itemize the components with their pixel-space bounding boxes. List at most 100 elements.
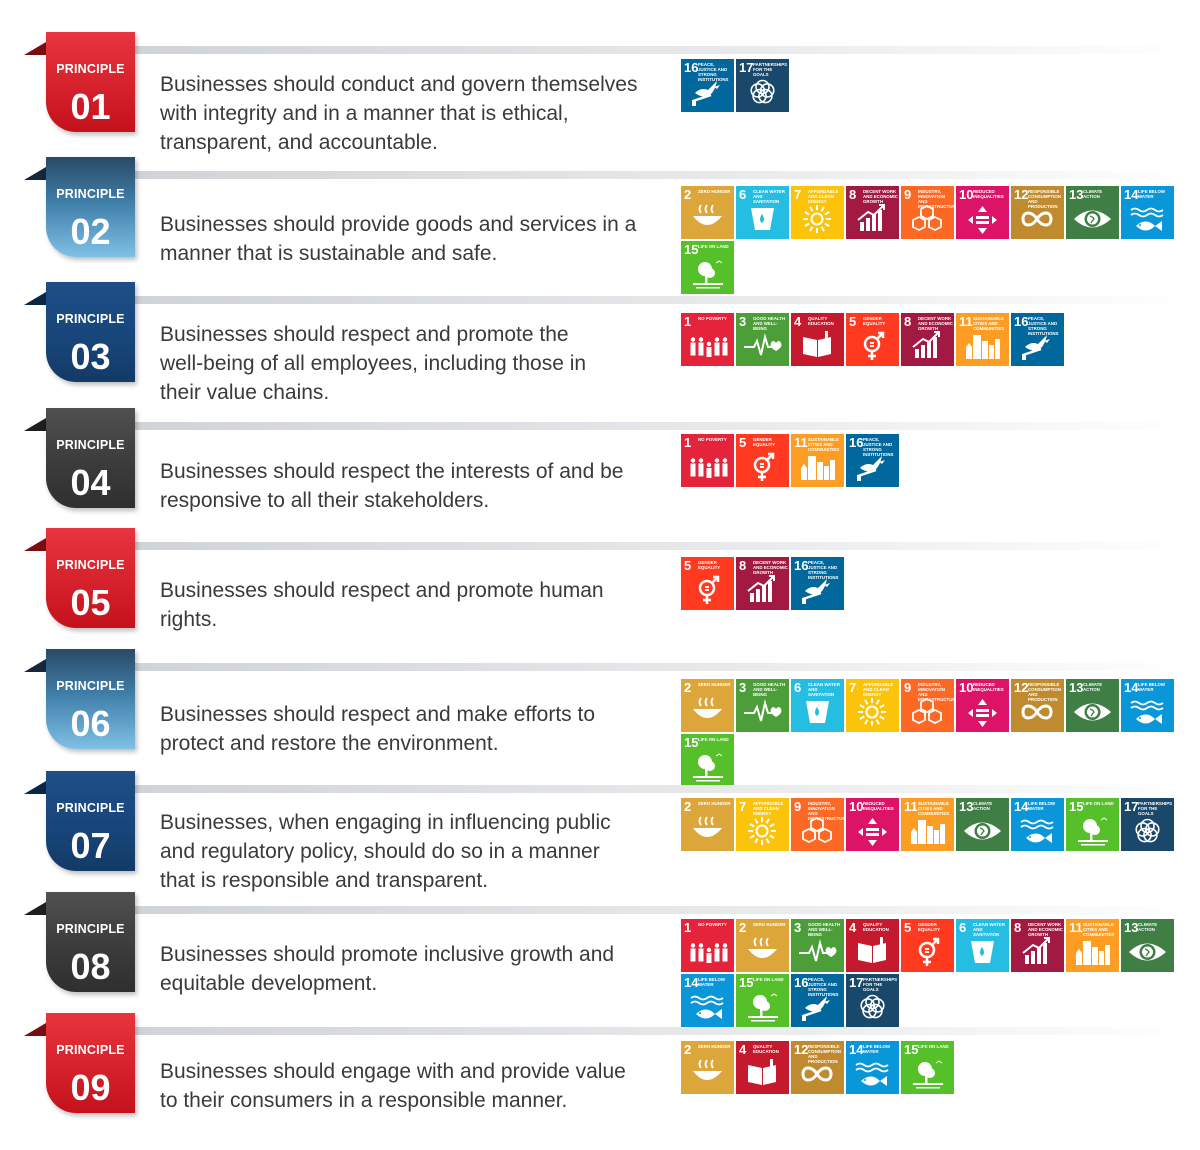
equality-icon <box>858 818 887 846</box>
heartbeat-icon <box>744 333 782 356</box>
principle-number: 08 <box>70 946 111 987</box>
sdg-tile-4: 4 QUALITY EDUCATION <box>791 313 844 366</box>
city-icon <box>1076 941 1110 965</box>
divider-band <box>110 785 1195 793</box>
sdg-title: INDUSTRY, INNOVATION AND INFRASTRUCTURE <box>918 682 954 702</box>
sdg-title: LIFE ON LAND <box>918 1044 949 1049</box>
ribbon-fold <box>24 538 46 551</box>
sdg-tile-13: 13 CLIMATE ACTION <box>956 798 1009 851</box>
principle-label: PRINCIPLE <box>56 801 125 815</box>
sdg-number: 8 <box>739 558 747 573</box>
sdg-number: 13 <box>959 799 974 814</box>
sdg-number: 15 <box>684 735 699 750</box>
city-icon <box>966 335 1000 359</box>
sdg-tile-15: 15 LIFE ON LAND <box>736 974 789 1027</box>
fish-icon <box>690 995 724 1019</box>
principle-badge: PRINCIPLE 02 <box>46 157 135 257</box>
principle-text-line: Businesses should promote inclusive grow… <box>160 943 615 966</box>
city-icon <box>911 820 945 844</box>
sdg-tile-12: 12 RESPONSIBLE CONSUMPTION AND PRODUCTION <box>1011 186 1064 239</box>
principle-text-line: equitable development. <box>160 972 378 995</box>
sdg-tile-2: 2 ZERO HUNGER <box>681 186 734 239</box>
principle-number: 07 <box>70 825 111 866</box>
sdg-title: LIFE BELOW WATER <box>698 977 726 987</box>
sdg-tile-6: 6 CLEAN WATER AND SANITATION <box>956 919 1009 972</box>
gender-icon <box>863 331 885 360</box>
sdg-number: 9 <box>904 187 912 202</box>
gender-icon <box>753 452 775 481</box>
divider-band <box>110 296 1195 304</box>
sdg-title: PARTNERSHIPS FOR THE GOALS <box>863 977 898 992</box>
sdg-tile-12: 12 RESPONSIBLE CONSUMPTION AND PRODUCTION <box>1011 679 1064 732</box>
sdg-title: ZERO HUNGER <box>698 1044 731 1049</box>
eye-globe-icon <box>1074 210 1111 228</box>
sdg-tile-14: 14 LIFE BELOW WATER <box>1011 798 1064 851</box>
sdg-tile-11: 11 SUSTAINABLE CITIES AND COMMUNITIES <box>956 313 1009 366</box>
rings-icon <box>750 79 775 104</box>
sdg-number: 16 <box>684 60 699 75</box>
book-icon <box>803 331 831 357</box>
principle-row-06: PRINCIPLE 06 <box>0 649 1200 759</box>
principle-label: PRINCIPLE <box>56 312 125 326</box>
principle-text-line: protect and restore the environment. <box>160 732 499 755</box>
sdg-number: 17 <box>739 60 754 75</box>
sun-icon <box>748 817 776 845</box>
sdg-number: 6 <box>959 920 967 935</box>
sdg-number: 3 <box>739 314 747 329</box>
sdg-number: 2 <box>739 920 747 935</box>
sdg-number: 6 <box>739 187 747 202</box>
sdg-title: PEACE, JUSTICE AND STRONG INSTITUTIONS <box>1028 316 1059 336</box>
sdg-title: LIFE ON LAND <box>753 977 784 982</box>
sdg-title: DECENT WORK AND ECONOMIC GROWTH <box>918 316 953 331</box>
sdg-number: 15 <box>739 975 754 990</box>
sdg-number: 10 <box>959 680 974 695</box>
sdg-number: 5 <box>904 920 912 935</box>
principle-label: PRINCIPLE <box>56 62 125 76</box>
principle-row-03: PRINCIPLE 03 <box>0 282 1200 392</box>
growth-chart-icon <box>1022 937 1050 964</box>
ribbon-fold <box>24 292 46 305</box>
book-icon <box>858 937 886 963</box>
principle-row-07: PRINCIPLE 07 <box>0 771 1200 881</box>
sdg-title: LIFE BELOW WATER <box>1138 682 1166 692</box>
principle-label: PRINCIPLE <box>56 1043 125 1057</box>
sdg-tile-13: 13 CLIMATE ACTION <box>1066 186 1119 239</box>
sdg-title: LIFE BELOW WATER <box>1028 801 1056 811</box>
sdg-title: PEACE, JUSTICE AND STRONG INSTITUTIONS <box>698 62 729 82</box>
sdg-number: 8 <box>849 187 857 202</box>
ribbon-fold <box>24 167 46 180</box>
infinity-icon <box>801 1066 833 1082</box>
sdg-number: 14 <box>1014 799 1029 814</box>
sdg-tile-2: 2 ZERO HUNGER <box>681 798 734 851</box>
sdg-number: 7 <box>794 187 802 202</box>
principle-text-line: Businesses, when engaging in influencing… <box>160 811 611 834</box>
divider-band <box>110 663 1195 671</box>
sdg-title: RESPONSIBLE CONSUMPTION AND PRODUCTION <box>808 1044 841 1064</box>
sdg-number: 9 <box>794 799 802 814</box>
principle-text: Businesses should conduct and govern the… <box>160 70 650 157</box>
sdg-title: REDUCED INEQUALITIES <box>973 189 1004 199</box>
sdg-number: 16 <box>849 435 864 450</box>
principle-number: 05 <box>70 582 111 623</box>
sdg-tile-14: 14 LIFE BELOW WATER <box>1121 186 1174 239</box>
sdg-number: 11 <box>794 435 808 450</box>
sdg-title: CLIMATE ACTION <box>1083 189 1103 199</box>
sdg-tile-11: 11 SUSTAINABLE CITIES AND COMMUNITIES <box>791 434 844 487</box>
fish-icon <box>1020 819 1054 843</box>
sdg-tile-14: 14 LIFE BELOW WATER <box>681 974 734 1027</box>
sdg-tile-8: 8 DECENT WORK AND ECONOMIC GROWTH <box>846 186 899 239</box>
bowl-icon <box>693 697 722 718</box>
principle-badge: PRINCIPLE 07 <box>46 771 135 871</box>
principle-number: 01 <box>70 86 111 127</box>
city-icon <box>801 456 835 480</box>
sdg-number: 3 <box>739 680 747 695</box>
sdg-tile-7: 7 AFFORDABLE AND CLEAN ENERGY <box>791 186 844 239</box>
sdg-title: GOOD HEALTH AND WELL-BEING <box>808 922 841 937</box>
sdg-title: QUALITY EDUCATION <box>808 316 834 326</box>
sdg-tile-15: 15 LIFE ON LAND <box>1066 798 1119 851</box>
bowl-icon <box>693 204 722 225</box>
sdg-title: PEACE, JUSTICE AND STRONG INSTITUTIONS <box>808 977 839 997</box>
sdg-tile-11: 11 SUSTAINABLE CITIES AND COMMUNITIES <box>1066 919 1119 972</box>
principle-text: Businesses, when engaging in influencing… <box>160 808 650 895</box>
